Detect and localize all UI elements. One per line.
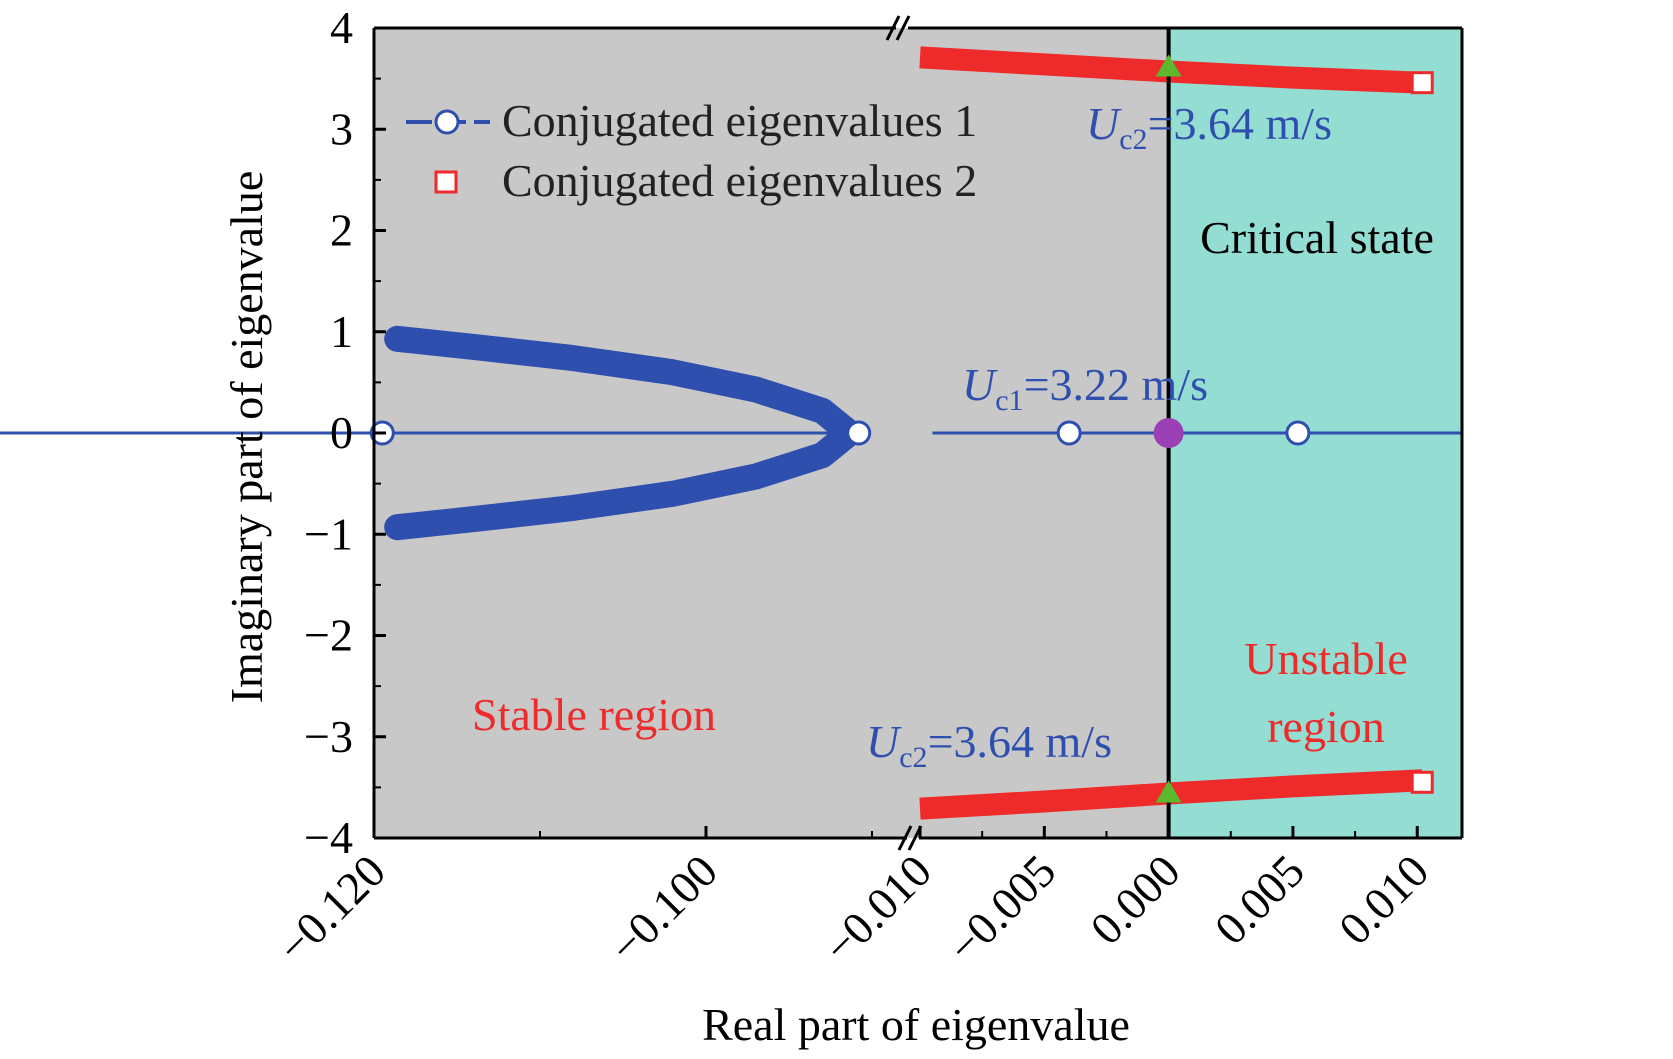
uc1-annotation: Uc1=3.22 m/s bbox=[962, 359, 1208, 417]
uc2-top-subscript: c2 bbox=[1119, 123, 1147, 156]
y-tick-label-4: 0 bbox=[330, 407, 353, 458]
y-axis-title: Imaginary part of eigenvalue bbox=[221, 171, 272, 704]
axis-break-mark-0-b bbox=[895, 15, 911, 41]
data-series bbox=[0, 28, 1462, 838]
legend: Conjugated eigenvalues 1 Conjugated eige… bbox=[406, 95, 977, 206]
axis-break-mark-1-a bbox=[897, 825, 913, 851]
critical-point-triangle-2 bbox=[1155, 780, 1182, 803]
y-tick-label-3: −1 bbox=[304, 508, 353, 559]
critical-point-triangle-1 bbox=[1155, 54, 1182, 77]
y-tick-label-7: 3 bbox=[330, 103, 353, 154]
y-tick-label-0: −4 bbox=[304, 812, 353, 863]
x-tick-label-2: −0.010 bbox=[813, 845, 941, 973]
y-tick-label-5: 1 bbox=[330, 306, 353, 357]
y-tick-label-8: 4 bbox=[330, 2, 353, 53]
uc2-bottom-symbol: U bbox=[866, 716, 902, 767]
x-tick-label-5: 0.005 bbox=[1205, 845, 1314, 954]
uc2-bottom-value: =3.64 m/s bbox=[928, 716, 1112, 767]
series1-point-1 bbox=[846, 420, 872, 446]
uc1-symbol: U bbox=[962, 359, 998, 410]
series1-point-3 bbox=[1285, 420, 1311, 446]
uc2-annotation-top: Uc2=3.64 m/s bbox=[1086, 98, 1332, 156]
x-tick-label-0: −0.120 bbox=[267, 845, 395, 973]
uc1-subscript: c1 bbox=[995, 384, 1023, 417]
uc2-top-value: =3.64 m/s bbox=[1148, 98, 1332, 149]
y-tick-label-1: −3 bbox=[304, 711, 353, 762]
critical-point-flutter bbox=[1153, 418, 1184, 448]
axis-break-mark-0-a bbox=[885, 15, 901, 41]
x-tick-label-3: −0.005 bbox=[938, 845, 1066, 973]
uc2-top-symbol: U bbox=[1086, 98, 1122, 149]
uc1-value: =3.22 m/s bbox=[1024, 359, 1208, 410]
unstable-region-label-line2: region bbox=[1267, 701, 1385, 752]
y-tick-label-2: −2 bbox=[304, 610, 353, 661]
x-tick-label-1: −0.100 bbox=[599, 845, 727, 973]
legend-marker-1 bbox=[434, 109, 460, 135]
stable-region-label: Stable region bbox=[472, 689, 716, 740]
x-tick-label-4: 0.000 bbox=[1080, 845, 1189, 954]
series2-end-marker-1 bbox=[1410, 770, 1434, 794]
unstable-region-label-line1: Unstable bbox=[1244, 633, 1408, 684]
uc2-bottom-subscript: c2 bbox=[899, 741, 927, 774]
legend-label-2: Conjugated eigenvalues 2 bbox=[502, 155, 977, 206]
series1-point-2 bbox=[1056, 420, 1082, 446]
x-axis-title: Real part of eigenvalue bbox=[702, 999, 1130, 1050]
x-tick-label-6: 0.010 bbox=[1329, 845, 1438, 954]
series2-end-marker-0 bbox=[1410, 71, 1434, 95]
legend-label-1: Conjugated eigenvalues 1 bbox=[502, 95, 977, 146]
series1-branch-upper bbox=[384, 325, 861, 444]
series1-branch-lower bbox=[384, 422, 861, 541]
y-tick-label-6: 2 bbox=[330, 205, 353, 256]
uc2-annotation-bottom: Uc2=3.64 m/s bbox=[866, 716, 1112, 774]
chart-labels: Stable region Unstable region Critical s… bbox=[221, 95, 1434, 1050]
legend-marker-2 bbox=[434, 170, 458, 194]
critical-state-label: Critical state bbox=[1200, 212, 1434, 263]
